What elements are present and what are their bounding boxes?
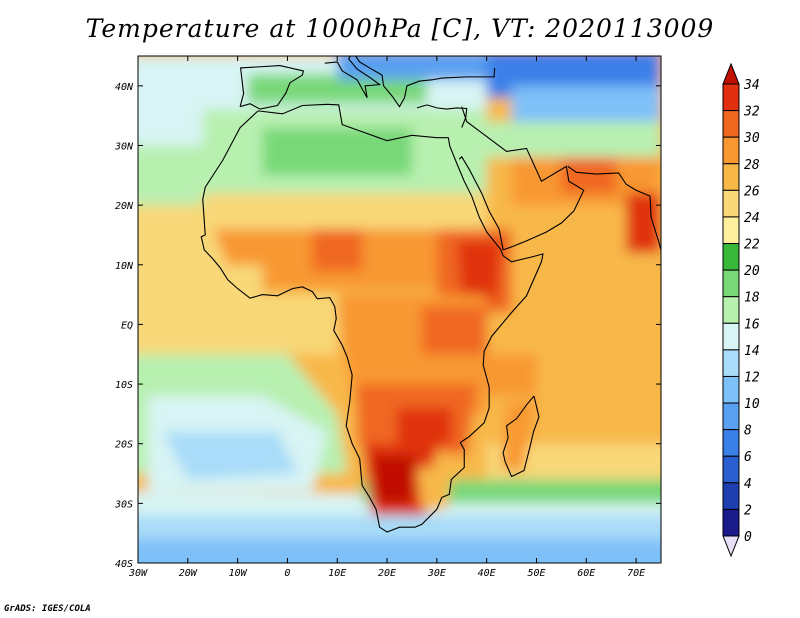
grads-credit: GrADS: IGES/COLA [4,604,91,614]
arabia-coastline [461,106,585,251]
lon-tick-label: 30W [128,568,148,579]
colorbar-box [722,375,740,404]
colorbar-box [722,83,740,112]
lon-tick-label: 60E [577,568,595,579]
iberia-coastline [239,64,305,110]
colorbar-max-triangle [722,62,740,85]
colorbar-label: 22 [744,238,760,253]
lon-tick-label: 0 [284,568,290,579]
temperature-region [626,193,661,253]
temperature-region [486,354,537,396]
colorbar-label: 16 [744,317,760,332]
temperature-region [262,127,412,176]
temperature-region [138,294,338,355]
temperature-region [138,145,213,206]
colorbar-box [722,216,740,245]
temperature-region [456,240,502,301]
lon-tick-label: 50E [527,568,545,579]
field-blur-group [138,56,661,563]
colorbar-label: 32 [743,105,760,120]
colorbar-label: 14 [744,344,760,359]
colorbar-box [722,296,740,324]
lat-tick-label: 30N [114,141,134,152]
colorbar-label: 34 [743,78,760,93]
temperature-region [202,193,487,229]
axis-ticks: 30W 20W 10W 0 10E 20E 30E 40E 50E 60E 70E 40N 30N 20N… [114,56,661,579]
colorbar-box [722,349,740,377]
lat-tick-label: EQ [121,320,133,331]
temperature-region [397,407,452,444]
colorbar-label: 4 [744,477,752,492]
colorbar-label: 0 [744,530,752,545]
coastlines [200,56,661,533]
temperature-region [486,443,661,480]
balkan-coastline [354,56,496,108]
colorbar-label: 24 [744,211,760,226]
lat-tick-label: 40S [115,559,133,570]
colorbar-box [722,163,740,191]
colorbar-min-triangle [722,535,740,558]
temperature-region [486,121,661,158]
colorbar-label: 10 [744,397,760,412]
lon-tick-label: 10E [328,568,346,579]
lat-tick-label: 20N [115,201,134,212]
temperature-region [421,306,487,355]
italy-coastline [324,56,382,99]
temperature-region [312,228,363,271]
madagascar-coastline [502,395,540,478]
colorbar-label: 2 [744,503,752,518]
colorbar-box [722,243,740,271]
lat-tick-label: 10N [115,261,134,272]
colorbar-box [722,189,740,218]
colorbar-label: 28 [744,158,760,173]
colorbar-box [722,455,740,484]
lat-tick-label: 40N [115,82,134,93]
colorbar-box [722,402,740,431]
colorbar-box [722,429,740,457]
india-coastline [567,165,661,252]
temperature-region [501,401,537,474]
colorbar-box [722,136,740,165]
colorbar-box [722,482,740,510]
temperature-field [138,56,661,563]
africa-coastline [200,103,544,533]
lon-tick-label: 10W [229,568,248,579]
temperature-region [138,509,661,540]
colorbar-label: 20 [744,264,760,279]
lon-tick-label: 20W [179,568,198,579]
temperature-region [227,264,263,301]
lat-tick-label: 30S [114,499,133,510]
lat-tick-label: 10S [115,380,133,391]
lon-tick-label: 40E [478,568,496,579]
lon-tick-label: 30E [427,568,446,579]
temperature-region [372,455,417,504]
map-frame [137,55,662,564]
temperature-region [162,431,298,480]
lat-tick-label: 20S [115,440,133,451]
colorbar-box [722,269,740,298]
map-title: Temperature at 1000hPa [C], VT: 20201130… [85,14,715,43]
temperature-region [561,157,617,194]
colorbar-label: 26 [744,184,760,199]
colorbar-label: 30 [743,131,760,146]
colorbar-label: 12 [744,370,760,385]
colorbar-label: 18 [744,291,760,306]
temperature-region [511,85,661,122]
colorbar-label: 8 [744,424,752,439]
temperature-region [416,467,452,510]
lon-tick-label: 70E [627,568,645,579]
colorbar-box [722,110,740,138]
red-sea-coastline [458,155,504,250]
temperature-region [138,533,661,563]
anatolia-coastline [416,104,468,128]
colorbar-box [722,508,740,537]
colorbar-box [722,322,740,351]
lon-tick-label: 20E [378,568,396,579]
colorbar-label: 6 [744,450,752,465]
